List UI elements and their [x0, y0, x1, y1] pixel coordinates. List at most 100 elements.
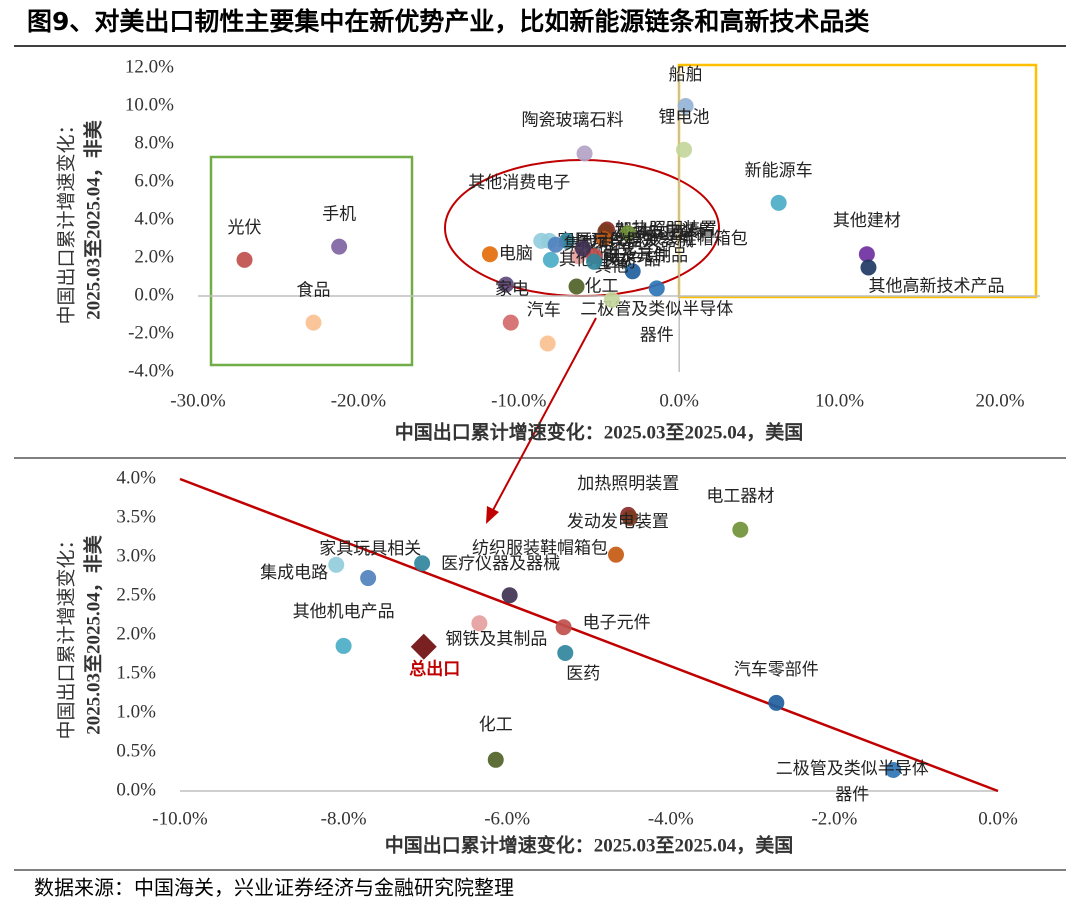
point-label: 发动发电装置 — [613, 221, 715, 241]
x-tick-label: -30.0% — [170, 390, 226, 411]
point — [471, 615, 488, 632]
point — [607, 546, 624, 563]
point-label: 其他机电产品 — [293, 602, 395, 622]
y-axis-title: 2025.03至2025.04，非美 — [81, 119, 104, 320]
x-tick-label: 10.0% — [815, 390, 864, 411]
point — [586, 253, 603, 270]
y-axis-title: 2025.03至2025.04，非美 — [81, 534, 104, 735]
point — [603, 291, 620, 308]
arrow-head — [486, 506, 499, 524]
y-tick-label: 3.0% — [116, 545, 156, 566]
y-tick-label: 0.0% — [134, 284, 174, 305]
point — [624, 263, 641, 280]
y-tick-label: 2.0% — [116, 623, 156, 644]
x-tick-label: -8.0% — [321, 808, 367, 829]
point — [305, 314, 322, 331]
green-box — [209, 155, 414, 367]
point — [574, 240, 591, 257]
point-label: 钢铁及其制品 — [586, 246, 688, 266]
point-label: 其他高新技术产品 — [868, 277, 1004, 297]
point — [621, 510, 638, 526]
point — [858, 246, 875, 263]
point — [768, 694, 785, 711]
source: 数据来源：中国海关，兴业证券经济与金融研究院整理 — [34, 876, 514, 900]
point — [360, 570, 377, 587]
point-label: 医疗仪器及器械 — [441, 554, 560, 574]
point-label: 新能源车 — [745, 161, 813, 181]
point-label: 其他消费电子 — [468, 173, 570, 193]
y-tick-label: 1.5% — [116, 662, 156, 683]
point — [481, 246, 498, 263]
point — [677, 98, 694, 114]
point-label: 电工器材 — [706, 487, 774, 507]
point — [595, 231, 612, 247]
y-tick-label: 8.0% — [134, 132, 174, 153]
point-label: 陶瓷玻璃石料 — [522, 111, 624, 131]
x-tick-label: 20.0% — [975, 390, 1024, 411]
point — [648, 280, 665, 297]
y-tick-label: 0.0% — [116, 779, 156, 800]
point — [770, 194, 787, 211]
y-tick-label: 4.0% — [116, 467, 156, 488]
point — [501, 587, 518, 604]
point-label: 其他建材 — [833, 211, 901, 231]
point-label: 船舶 — [669, 65, 703, 85]
point-label: 电子元件 — [602, 246, 670, 266]
point — [732, 521, 749, 538]
point — [885, 761, 902, 778]
point — [576, 145, 593, 162]
point-label: 器件 — [640, 325, 674, 345]
point-label: 其他 — [595, 256, 629, 276]
point-label: 器件 — [835, 785, 869, 805]
point-label: 手机 — [322, 205, 356, 225]
point-label: 汽车 — [527, 301, 561, 321]
point — [860, 259, 877, 276]
y-tick-label: 0.5% — [116, 740, 156, 761]
x-tick-label: -4.0% — [648, 808, 694, 829]
point-label: 锂电池 — [659, 108, 710, 128]
y-tick-label: 2.0% — [134, 246, 174, 267]
x-tick-label: -2.0% — [811, 808, 857, 829]
point — [547, 236, 564, 253]
point-label: 电工器材 — [636, 223, 704, 243]
x-axis-title: 中国出口累计增速变化：2025.03至2025.04，美国 — [395, 420, 804, 443]
x-tick-label: 0.0% — [978, 808, 1018, 829]
point — [487, 751, 504, 768]
point — [497, 276, 514, 293]
point-label: 光伏 — [228, 218, 262, 238]
point — [236, 251, 253, 268]
point-label: 医药 — [566, 664, 600, 684]
point-label: 二极管及类似半导体 — [580, 299, 733, 319]
y-tick-label: 12.0% — [125, 56, 174, 77]
point — [676, 141, 693, 158]
point — [555, 619, 572, 636]
point — [410, 633, 437, 660]
point-label: 总出口 — [409, 659, 460, 680]
point-label: 食品 — [296, 281, 330, 301]
y-tick-label: 3.5% — [116, 506, 156, 527]
x-tick-label: -10.0% — [152, 808, 208, 829]
point-label: 纺织服装鞋帽箱包 — [472, 539, 608, 559]
y-axis-title: 中国出口累计增速变化： — [55, 115, 77, 324]
arrow — [491, 317, 597, 513]
y-tick-label: 4.0% — [134, 208, 174, 229]
y-tick-label: 2.5% — [116, 584, 156, 605]
point-label: 钢铁及其制品 — [445, 629, 547, 649]
point-label: 加热照明装置 — [615, 220, 717, 240]
point — [331, 238, 348, 255]
point-label: 发动发电装置 — [567, 512, 669, 532]
point-label: 化工 — [479, 715, 513, 735]
point — [328, 556, 345, 573]
point-label: 加热照明装置 — [577, 474, 679, 494]
point — [542, 251, 559, 268]
title: 图9、对美出口韧性主要集中在新优势产业，比如新能源链条和高新技术品类 — [27, 7, 870, 36]
point-label: 医疗仪器及器械 — [575, 231, 694, 251]
point-label: 纺织服装鞋帽箱包 — [612, 229, 748, 249]
y-tick-label: -2.0% — [128, 322, 174, 343]
y-tick-label: 6.0% — [134, 170, 174, 191]
trend-line — [179, 477, 999, 793]
point-label: 家具玩具相关 — [319, 539, 421, 559]
x-tick-label: -10.0% — [491, 390, 547, 411]
point-label: 化工 — [585, 277, 619, 297]
point-label: 汽车零部件 — [734, 660, 819, 680]
